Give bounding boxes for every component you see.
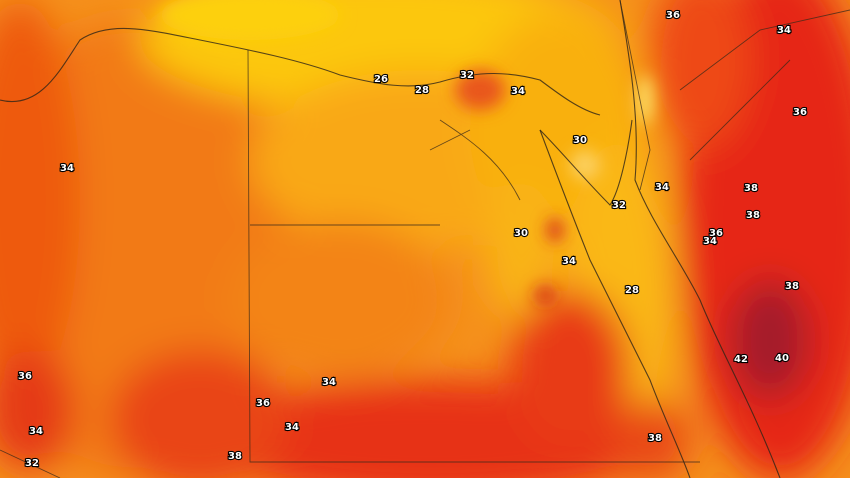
contour-label: 30 (514, 228, 528, 239)
contour-label: 36 (666, 10, 680, 21)
contour-label: 38 (648, 433, 662, 444)
contour-label: 38 (785, 281, 799, 292)
contour-label: 36 (793, 107, 807, 118)
contour-label: 32 (612, 200, 626, 211)
contour-label: 28 (415, 85, 429, 96)
contour-label: 34 (29, 426, 43, 437)
contour-label: 34 (60, 163, 74, 174)
contour-label: 30 (573, 135, 587, 146)
contour-label: 36 (709, 228, 723, 239)
contour-label: 38 (228, 451, 242, 462)
contour-label: 34 (562, 256, 576, 267)
contour-label: 28 (625, 285, 639, 296)
contour-label: 36 (18, 371, 32, 382)
contour-label: 34 (285, 422, 299, 433)
contour-label: 34 (511, 86, 525, 97)
contour-label: 34 (655, 182, 669, 193)
contour-label: 38 (746, 210, 760, 221)
contour-label: 34 (322, 377, 336, 388)
contour-label: 36 (256, 398, 270, 409)
contour-label: 34 (777, 25, 791, 36)
contour-label: 38 (744, 183, 758, 194)
contour-label: 26 (374, 74, 388, 85)
contour-label: 32 (460, 70, 474, 81)
contour-label: 32 (25, 458, 39, 469)
contour-label: 42 (734, 354, 748, 365)
contour-label: 40 (775, 353, 789, 364)
contour-label: 34 (703, 236, 717, 247)
